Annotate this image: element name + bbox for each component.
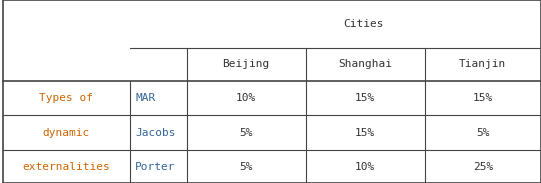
Text: Porter: Porter xyxy=(135,162,176,171)
Text: 5%: 5% xyxy=(240,162,253,171)
Text: Beijing: Beijing xyxy=(222,59,270,69)
Text: 5%: 5% xyxy=(240,128,253,138)
Text: Types of: Types of xyxy=(39,93,93,103)
Text: MAR: MAR xyxy=(135,93,155,103)
Text: 10%: 10% xyxy=(355,162,375,171)
Text: 5%: 5% xyxy=(476,128,490,138)
Text: Tianjin: Tianjin xyxy=(459,59,506,69)
Text: 10%: 10% xyxy=(236,93,256,103)
Text: externalities: externalities xyxy=(22,162,110,171)
Text: Shanghai: Shanghai xyxy=(338,59,392,69)
Text: 15%: 15% xyxy=(355,128,375,138)
Text: 15%: 15% xyxy=(355,93,375,103)
Text: 25%: 25% xyxy=(473,162,493,171)
Text: Jacobs: Jacobs xyxy=(135,128,176,138)
Text: Cities: Cities xyxy=(344,19,384,29)
Text: dynamic: dynamic xyxy=(43,128,90,138)
Text: 15%: 15% xyxy=(473,93,493,103)
